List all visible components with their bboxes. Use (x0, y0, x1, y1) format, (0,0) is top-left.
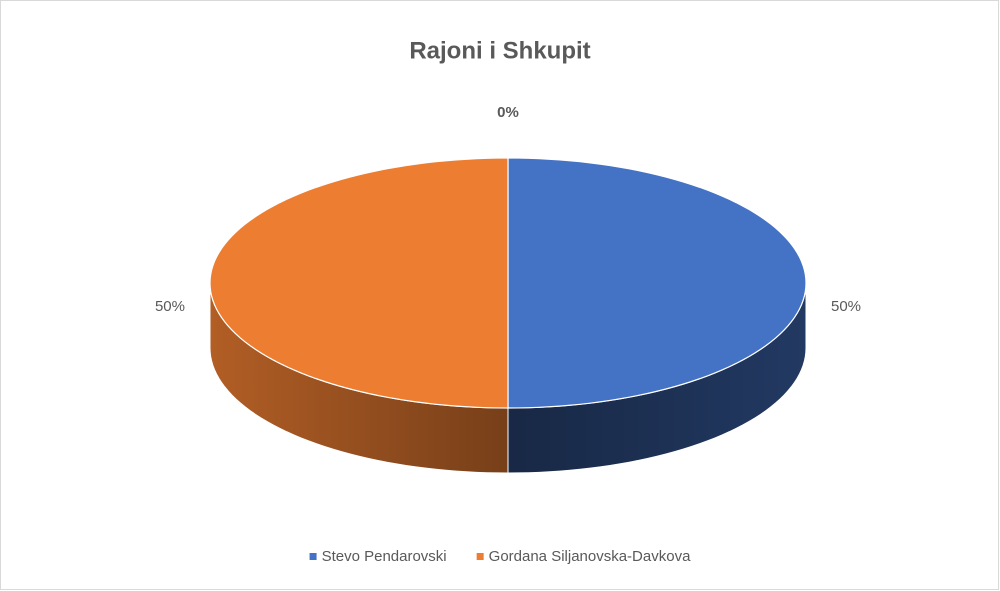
legend-swatch (309, 553, 317, 560)
data-label: 50% (155, 298, 185, 315)
pie-slice (507, 157, 807, 409)
legend-swatch (476, 553, 484, 560)
legend-label: Stevo Pendarovski (322, 548, 447, 565)
legend: Stevo Pendarovski Gordana Siljanovska-Dav… (309, 548, 691, 565)
data-label: 0% (497, 104, 519, 121)
pie-slice (209, 157, 509, 409)
legend-label: Gordana Siljanovska-Davkova (489, 548, 691, 565)
chart-title: Rajoni i Shkupit (409, 37, 590, 64)
data-label: 50% (831, 298, 861, 315)
